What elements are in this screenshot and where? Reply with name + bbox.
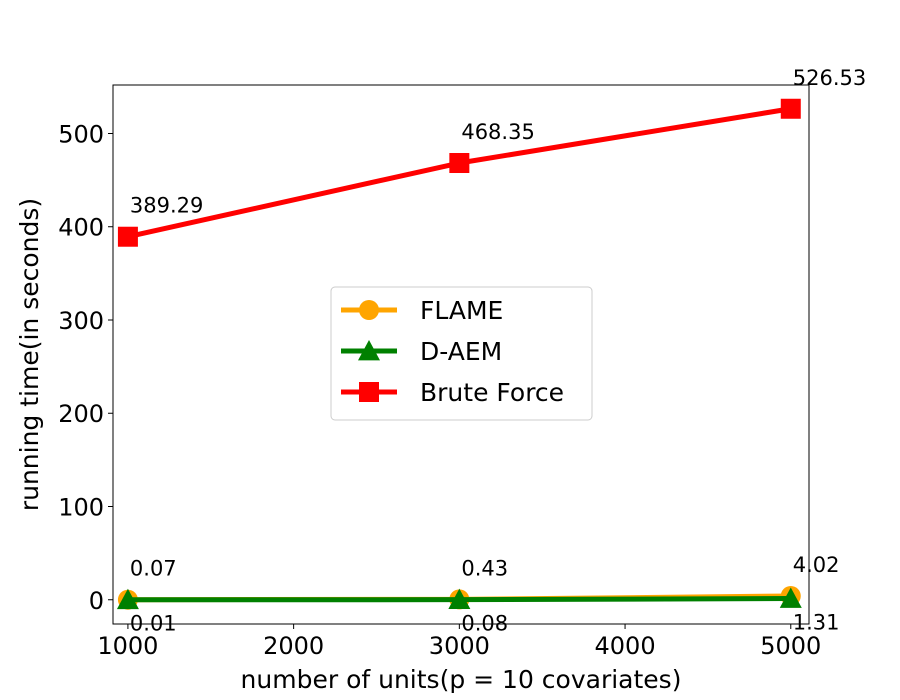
x-tick-label: 2000 — [263, 632, 324, 660]
x-tick-label: 3000 — [429, 632, 490, 660]
legend: FLAME D-AEM Brute Force — [330, 286, 593, 421]
data-label: 1.31 — [793, 611, 840, 635]
legend-flame-marker — [359, 300, 379, 320]
y-tick-label: 300 — [58, 307, 104, 335]
legend-flame-label: FLAME — [420, 296, 503, 325]
legend-brute-force-marker — [359, 382, 379, 402]
legend-box — [330, 286, 593, 421]
x-tick-label: 5000 — [760, 632, 821, 660]
data-label: 0.07 — [130, 557, 177, 581]
d-aem-point — [448, 588, 471, 610]
legend-brute-force-label: Brute Force — [420, 378, 564, 407]
data-labels-layer: 389.29 468.35 526.53 0.07 0.43 4.02 0.01 0.08 1.… — [130, 66, 866, 636]
x-tick-label: 1000 — [97, 632, 158, 660]
y-tick-label: 400 — [58, 214, 104, 242]
brute-force-point — [117, 226, 138, 247]
d-aem-point — [779, 587, 802, 608]
plot-frame — [112, 84, 810, 625]
legend-d-aem-label: D-AEM — [420, 337, 502, 366]
ticks-layer: 1000 2000 3000 4000 5000 0 100 200 300 400 500 — [58, 120, 821, 660]
legend-d-aem-marker — [358, 340, 380, 361]
x-tick-label: 4000 — [595, 632, 656, 660]
x-axis-label: number of units(p = 10 covariates) — [241, 665, 682, 694]
y-axis-label: running time(in seconds) — [15, 198, 44, 511]
data-label: 0.43 — [461, 556, 508, 580]
data-label: 389.29 — [130, 194, 203, 218]
data-label: 0.01 — [130, 612, 177, 636]
data-label: 468.35 — [461, 120, 534, 144]
y-tick-label: 500 — [58, 120, 104, 148]
brute-force-point — [449, 153, 470, 174]
marks-layer — [116, 98, 802, 610]
data-label: 0.08 — [461, 612, 508, 636]
y-tick-label: 100 — [58, 494, 104, 522]
d-aem-point — [116, 588, 139, 610]
y-tick-label: 0 — [89, 587, 104, 615]
data-label: 4.02 — [793, 553, 840, 577]
y-tick-label: 200 — [58, 400, 104, 428]
brute-force-point — [780, 98, 801, 119]
data-label: 526.53 — [793, 66, 866, 90]
